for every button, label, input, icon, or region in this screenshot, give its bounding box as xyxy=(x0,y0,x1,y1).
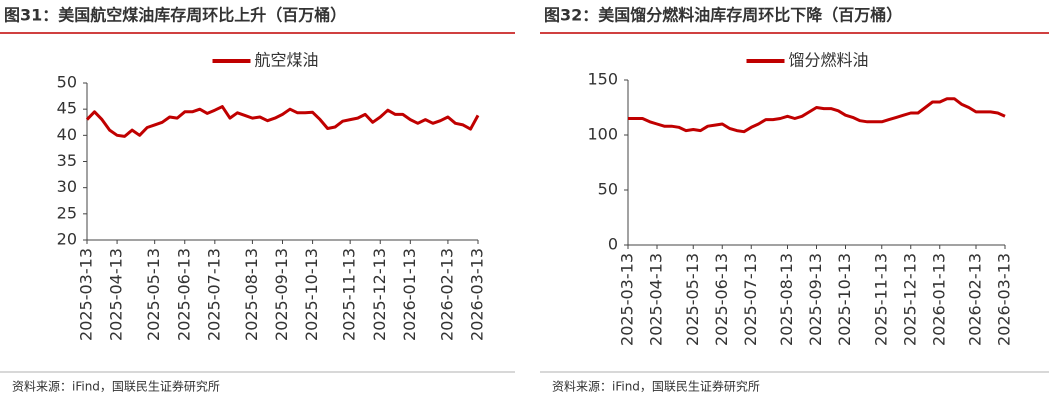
x-tick-label: 2025-12-13 xyxy=(900,253,919,346)
x-tick-label: 2025-09-13 xyxy=(272,248,291,341)
y-tick-label: 25 xyxy=(57,203,77,222)
chart-title: 图32：美国馏分燃料油库存周环比下降（百万桶） xyxy=(544,6,902,25)
x-tick-label: 2025-03-13 xyxy=(618,253,637,346)
x-tick-label: 2025-08-13 xyxy=(777,253,796,346)
x-tick-label: 2026-01-13 xyxy=(400,248,419,341)
legend-label: 航空煤油 xyxy=(255,51,319,70)
x-tick-label: 2025-04-13 xyxy=(647,253,666,346)
y-tick-label: 35 xyxy=(57,151,77,170)
y-tick-label: 30 xyxy=(57,177,77,196)
source: 资料来源：iFind，国联民生证券研究所 xyxy=(552,379,760,394)
x-tick-label: 2025-05-13 xyxy=(683,253,702,346)
x-tick-label: 2025-09-13 xyxy=(806,253,825,346)
chart-title: 图31：美国航空煤油库存周环比上升（百万桶） xyxy=(4,6,346,25)
x-tick-label: 2025-07-13 xyxy=(204,248,223,341)
x-tick-label: 2025-03-13 xyxy=(77,248,96,341)
x-tick-label: 2026-01-13 xyxy=(929,253,948,346)
x-tick-label: 2025-10-13 xyxy=(302,248,321,341)
x-tick-label: 2025-10-13 xyxy=(835,253,854,346)
x-tick-label: 2025-06-13 xyxy=(712,253,731,346)
x-tick-label: 2025-12-13 xyxy=(370,248,389,341)
legend-label: 馏分燃料油 xyxy=(789,51,869,70)
x-tick-label: 2026-02-13 xyxy=(437,248,456,341)
x-tick-label: 2025-06-13 xyxy=(174,248,193,341)
y-tick-label: 100 xyxy=(587,125,618,144)
x-tick-label: 2025-11-13 xyxy=(871,253,890,346)
x-tick-label: 2026-03-13 xyxy=(995,253,1014,346)
y-tick-label: 0 xyxy=(608,235,618,254)
y-tick-label: 50 xyxy=(57,73,77,92)
x-tick-label: 2025-11-13 xyxy=(340,248,359,341)
x-tick-label: 2025-04-13 xyxy=(107,248,126,341)
x-tick-label: 2026-02-13 xyxy=(966,253,985,346)
x-tick-label: 2025-05-13 xyxy=(144,248,163,341)
series-line xyxy=(85,105,480,138)
x-tick-label: 2025-07-13 xyxy=(741,253,760,346)
source: 资料来源：iFind，国联民生证券研究所 xyxy=(12,379,220,394)
y-tick-label: 150 xyxy=(587,70,618,89)
x-tick-label: 2026-03-13 xyxy=(468,248,487,341)
y-tick-label: 40 xyxy=(57,125,77,144)
y-tick-label: 50 xyxy=(598,180,618,199)
x-tick-label: 2025-08-13 xyxy=(242,248,261,341)
y-tick-label: 20 xyxy=(57,230,77,249)
y-tick-label: 45 xyxy=(57,99,77,118)
series-line xyxy=(628,97,1006,134)
